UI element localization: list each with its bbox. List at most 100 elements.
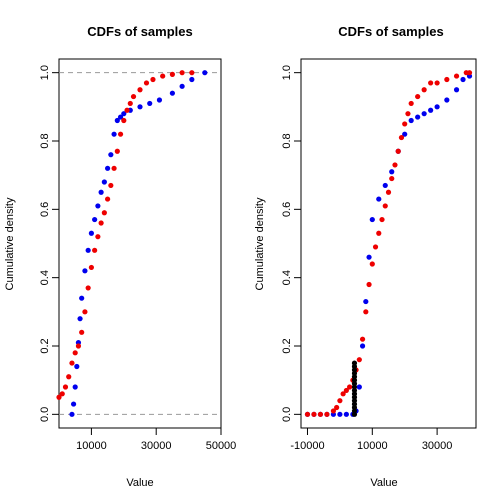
right-plot-area: -10000 10000 30000 0.0 0.2 0.4 0.6 0.8 1.0 xyxy=(281,58,477,452)
left-series-2-point xyxy=(56,394,62,400)
right-series-2-point xyxy=(389,175,395,182)
left-series-2-point xyxy=(62,384,69,390)
left-series-2-point xyxy=(79,329,85,335)
right-series-2-point xyxy=(466,70,473,76)
left-y-tick-label: 0.6 xyxy=(39,202,51,217)
right-series-1-point xyxy=(382,182,388,189)
right-series-2-point xyxy=(415,93,421,100)
left-series-2-point xyxy=(189,70,195,76)
left-series-2-point xyxy=(101,210,107,216)
right-series-2-point xyxy=(343,387,349,394)
left-series-2-point xyxy=(105,196,111,202)
left-series-1-point xyxy=(189,76,195,83)
right-chart-title: CDFs of samples xyxy=(338,24,443,39)
left-series-2-point xyxy=(130,93,137,100)
right-series-1-point xyxy=(460,76,466,83)
right-plot-frame xyxy=(300,58,477,429)
right-x-tick-label: 30000 xyxy=(422,440,453,452)
right-x-axis-label: Value xyxy=(370,477,397,489)
left-chart-title: CDFs of samples xyxy=(87,24,192,39)
right-series-2-point xyxy=(369,261,375,267)
left-series-1-point xyxy=(108,152,114,158)
right-x-tick-label: 10000 xyxy=(357,440,388,452)
left-series-2-point xyxy=(127,100,133,107)
left-series-1-point xyxy=(105,165,111,171)
left-y-axis-label: Cumulative density xyxy=(4,197,16,290)
left-series-1-point xyxy=(79,295,85,301)
right-series-2-point xyxy=(398,134,405,141)
left-series-2-point xyxy=(85,285,91,291)
left-series-1-point xyxy=(147,100,153,107)
right-series-2-point xyxy=(444,76,450,83)
right-series-2-point xyxy=(359,336,366,342)
left-series-2-point xyxy=(121,117,127,124)
right-series-1-point xyxy=(363,298,369,305)
right-series-2-point xyxy=(340,391,346,397)
left-series-2-point xyxy=(108,182,114,189)
left-series-1-point xyxy=(88,230,94,236)
left-series-2-point xyxy=(179,70,185,76)
left-y-tick-label: 0.8 xyxy=(39,133,51,148)
left-y-tick-label: 0.4 xyxy=(39,270,51,285)
left-plot-area: 10000 30000 50000 0.0 0.2 0.4 0.6 0.8 1.0 xyxy=(39,58,236,452)
right-series-2-point xyxy=(408,100,414,107)
left-series-2-point xyxy=(137,87,143,93)
right-series-1-point xyxy=(343,411,349,417)
right-series-1-point xyxy=(415,114,421,120)
right-series-2-point xyxy=(392,162,398,168)
right-series-2-point xyxy=(453,73,460,79)
left-x-axis-label: Value xyxy=(126,477,153,489)
right-series-1-point xyxy=(428,107,434,113)
left-series-1-point xyxy=(156,97,163,103)
left-series-2-point xyxy=(143,80,150,86)
left-series-2-point xyxy=(88,264,94,271)
right-series-2-point xyxy=(382,203,388,209)
left-series-1-point xyxy=(202,70,208,76)
right-series-2-point xyxy=(356,357,362,363)
left-plot-frame xyxy=(58,58,222,429)
left-series-2-point xyxy=(114,148,120,154)
left-series-2-point xyxy=(66,374,72,380)
right-series-2-point xyxy=(385,189,392,195)
left-series-2-point xyxy=(92,247,98,253)
right-series-2-point xyxy=(304,411,311,417)
left-series-2-point xyxy=(82,309,88,315)
left-series-1-point xyxy=(137,104,143,110)
right-y-tick-label: 0.4 xyxy=(281,270,293,285)
right-y-axis-label: Cumulative density xyxy=(254,197,266,290)
right-x-tick-label: -10000 xyxy=(290,440,324,452)
right-y-tick-label: 1.0 xyxy=(281,65,293,80)
right-series-1-point xyxy=(369,216,375,223)
right-series-2-point xyxy=(402,121,408,127)
left-series-1-point xyxy=(72,384,78,390)
left-series-1-point xyxy=(111,131,117,137)
right-series-2-point xyxy=(337,398,343,404)
right-cdf-panel: CDFs of samples Value Cumulative density… xyxy=(254,24,477,489)
left-series-2-point xyxy=(111,165,117,171)
left-series-1-point xyxy=(69,411,75,417)
right-series-2-point xyxy=(405,111,411,117)
right-series-1-point xyxy=(444,97,450,103)
right-series-1-point xyxy=(434,104,440,110)
left-series-1-point xyxy=(82,268,88,274)
right-series-1-point xyxy=(356,384,362,390)
left-series-1-point xyxy=(95,203,101,209)
left-x-tick-label: 30000 xyxy=(141,440,172,452)
left-series-1-point xyxy=(121,111,127,117)
right-series-2-point xyxy=(395,148,401,154)
left-series-2-point xyxy=(72,350,78,356)
right-series-1-point xyxy=(408,117,414,124)
right-series-2-point xyxy=(376,230,382,236)
left-series-1-point xyxy=(98,189,104,195)
left-series-2-point xyxy=(160,73,166,79)
left-series-2-point xyxy=(69,360,75,366)
right-series-2-point xyxy=(379,216,385,223)
left-series-1-point xyxy=(117,114,124,120)
left-y-tick-label: 0.0 xyxy=(39,407,51,422)
left-series-1-point xyxy=(101,179,107,185)
left-series-2-point xyxy=(95,234,101,240)
right-series-1-point xyxy=(389,169,395,175)
right-series-2-point xyxy=(330,408,337,414)
left-series-2-point xyxy=(117,131,124,137)
